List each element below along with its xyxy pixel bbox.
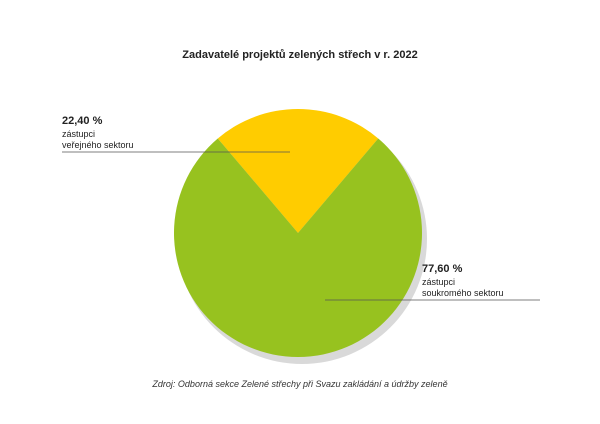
value-label: 77,60 % [422,263,463,275]
category-label: zástupci veřejného sektoru [62,129,134,150]
pie-slice [173,138,422,357]
pie-slice [217,109,379,233]
category-label: zástupci soukromého sektoru [422,277,504,298]
value-label: 22,40 % [62,115,103,127]
chart-title: Zadavatelé projektů zelených střech v r.… [182,49,417,61]
source: Zdroj: Odborná sekce Zelené střechy při … [151,379,447,389]
